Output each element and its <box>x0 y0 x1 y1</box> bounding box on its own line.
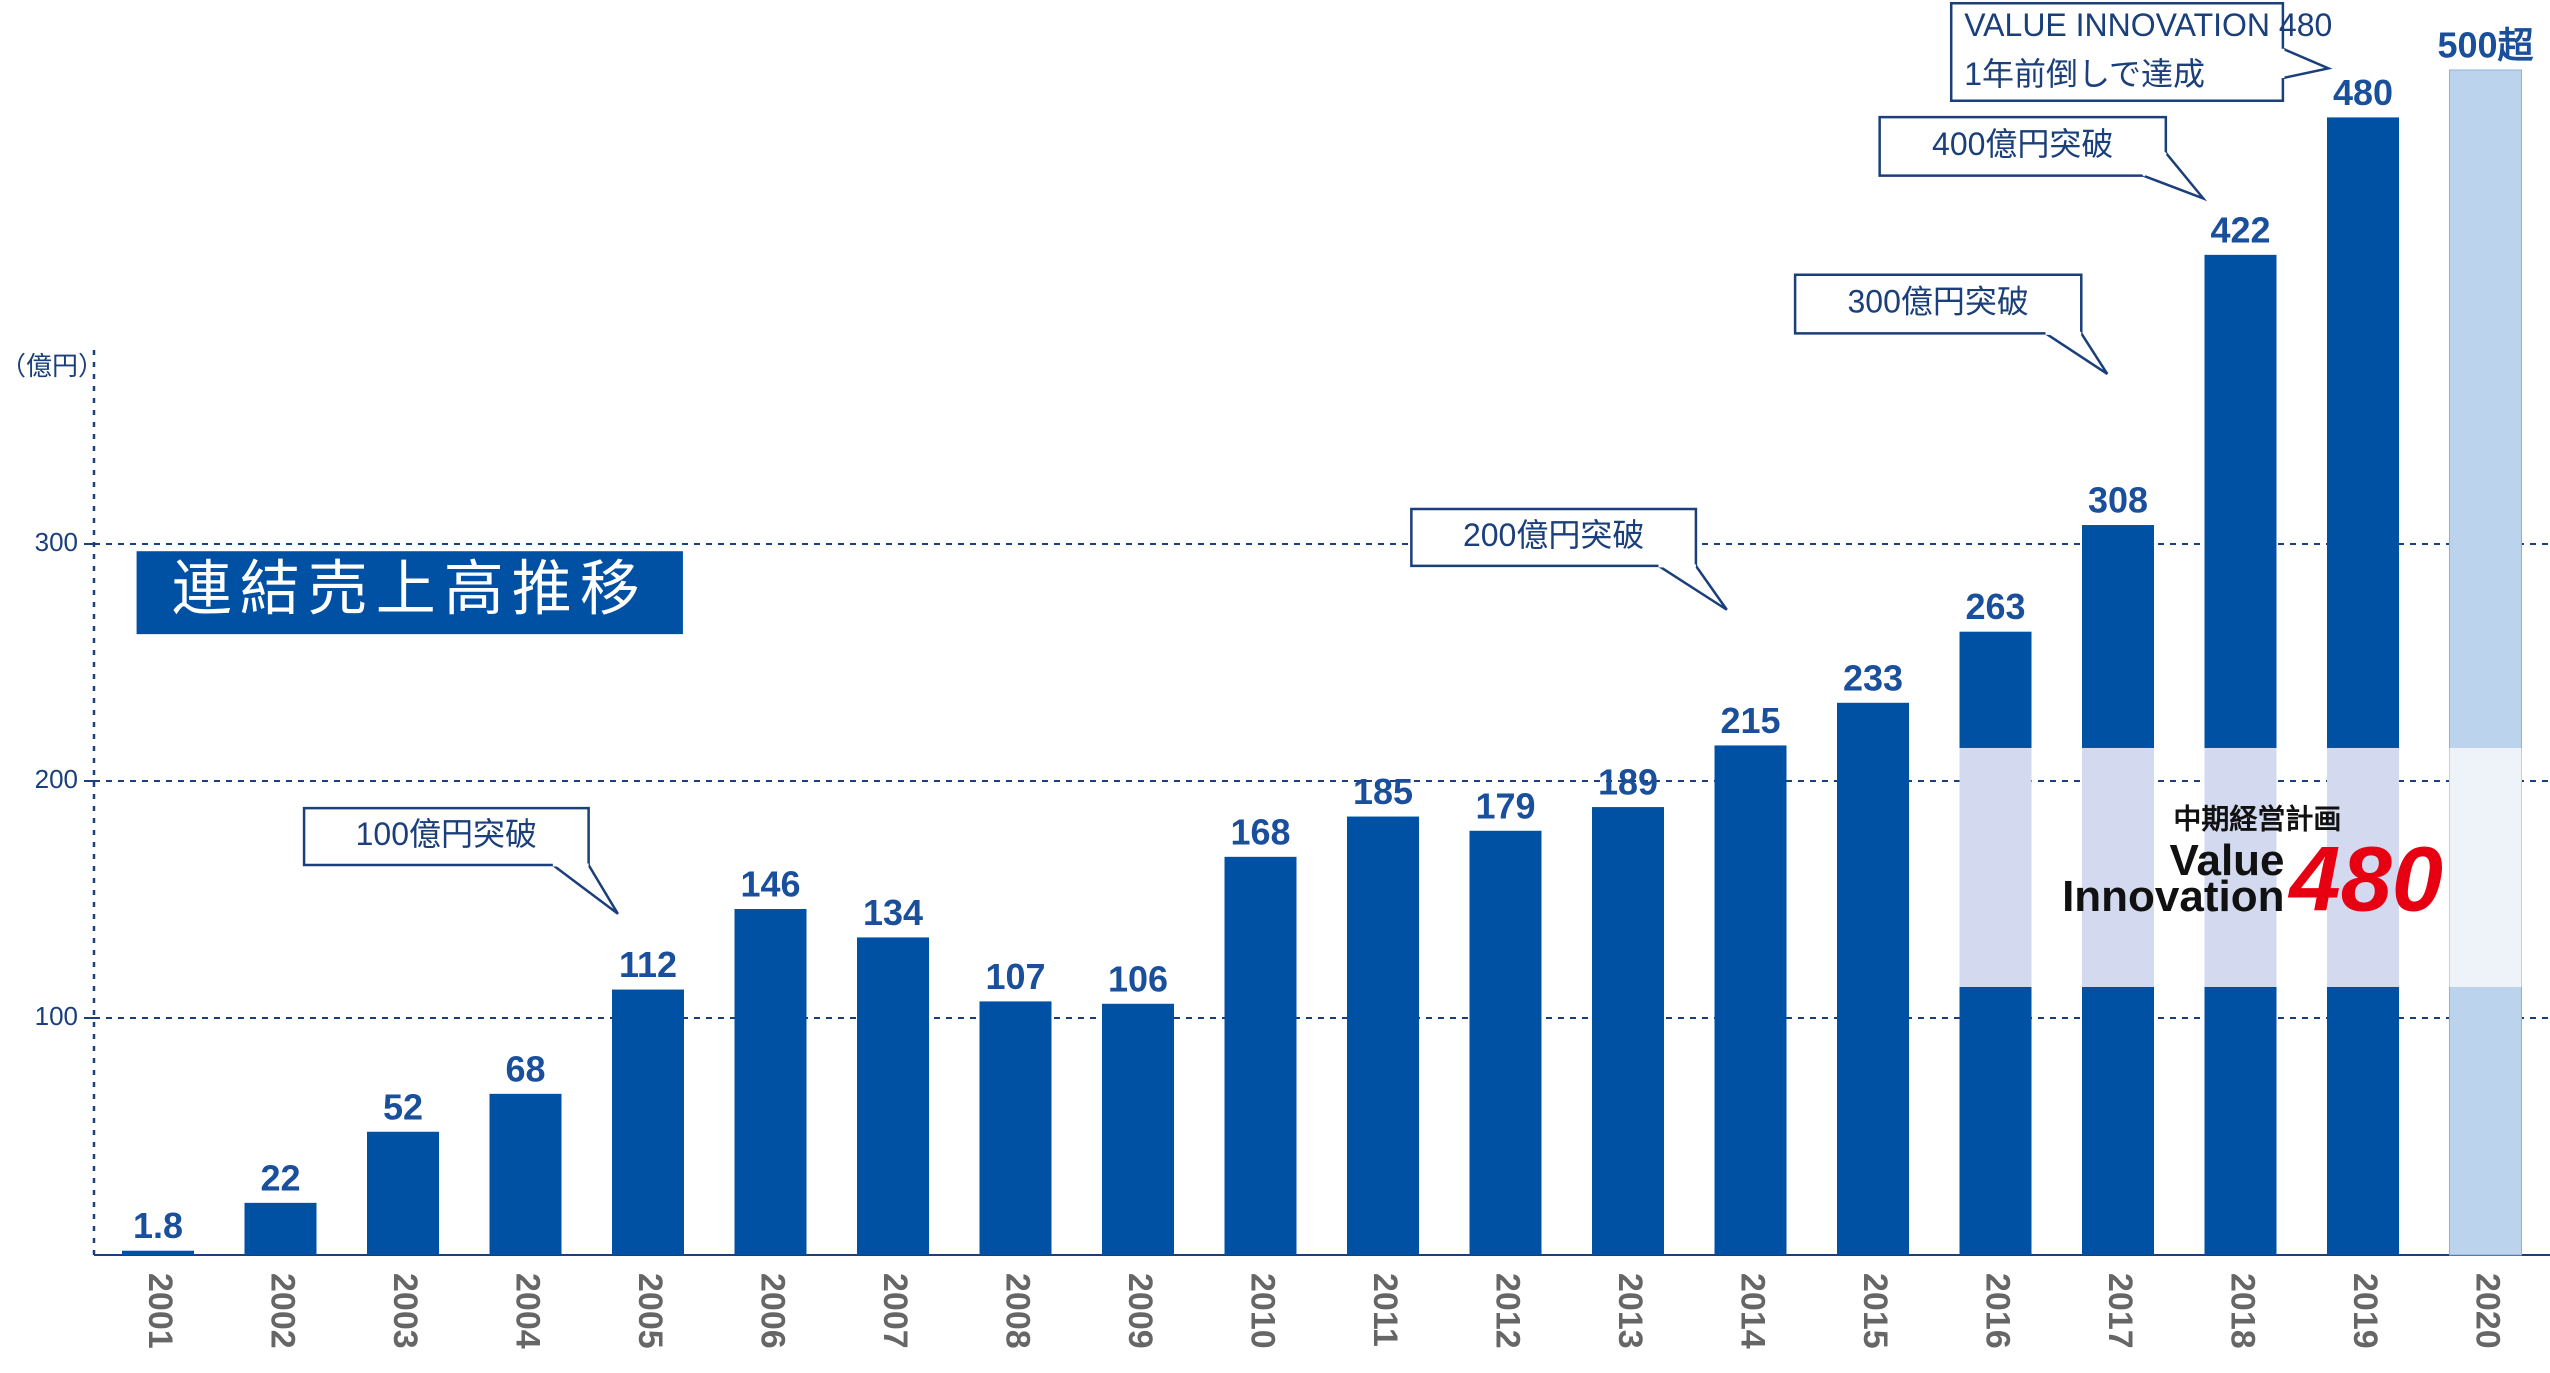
logo-number: 480 <box>2287 828 2443 930</box>
x-tick-label: 2009 <box>1121 1273 1159 1349</box>
value-label: 22 <box>260 1157 300 1198</box>
x-tick-label: 2003 <box>386 1273 424 1349</box>
value-label: 52 <box>383 1086 423 1127</box>
x-tick-label: 2016 <box>1979 1273 2017 1349</box>
value-label: 106 <box>1108 958 1168 999</box>
x-tick-label: 2013 <box>1611 1273 1649 1349</box>
logo-band <box>2327 747 2399 987</box>
value-label: 189 <box>1598 762 1658 803</box>
y-tick-label: 100 <box>35 1001 78 1031</box>
value-label: 168 <box>1230 811 1290 852</box>
value-label: 134 <box>863 892 923 933</box>
value-label: 422 <box>2210 209 2270 250</box>
x-tick-label: 2010 <box>1244 1273 1282 1349</box>
bar <box>1347 816 1419 1255</box>
value-label: 107 <box>985 956 1045 997</box>
bar <box>244 1202 317 1255</box>
x-tick-label: 2006 <box>754 1273 792 1349</box>
callout-text: 200億円突破 <box>1463 517 1644 553</box>
logo-line2: Innovation <box>2062 872 2284 921</box>
bar <box>2327 117 2399 1255</box>
callout-tail <box>2044 332 2109 376</box>
bar <box>857 937 929 1255</box>
value-label: 500超 <box>2437 25 2534 66</box>
bar <box>1837 702 1909 1255</box>
y-unit-label: （億円） <box>0 351 104 381</box>
bar <box>1102 1003 1174 1255</box>
logo-band <box>2204 747 2277 987</box>
bar <box>979 1001 1052 1255</box>
logo-band <box>2449 747 2522 987</box>
value-label: 233 <box>1843 657 1903 698</box>
bar <box>2449 69 2522 1256</box>
value-label: 1.8 <box>133 1205 183 1246</box>
callout-text: VALUE INNOVATION 480 <box>1964 7 2332 43</box>
bar <box>122 1250 194 1255</box>
bar <box>612 989 684 1255</box>
x-tick-label: 2015 <box>1856 1273 1894 1349</box>
value-label: 112 <box>619 944 677 985</box>
callout-text: 300億円突破 <box>1847 284 2028 320</box>
x-tick-label: 2002 <box>264 1273 302 1349</box>
title-box <box>136 551 683 635</box>
callout-text: 100億円突破 <box>356 816 537 852</box>
logo-band <box>1959 747 2032 987</box>
x-tick-label: 2020 <box>2469 1273 2507 1349</box>
y-tick-label: 200 <box>35 764 78 794</box>
x-tick-label: 2017 <box>2101 1273 2139 1349</box>
logo-band <box>2082 747 2154 987</box>
x-tick-label: 2019 <box>2346 1273 2384 1349</box>
x-tick-label: 2001 <box>141 1273 179 1349</box>
value-label: 68 <box>505 1048 545 1089</box>
callout-tail <box>1657 564 1728 611</box>
value-label: 146 <box>740 863 800 904</box>
bar <box>1714 745 1787 1255</box>
x-tick-label: 2011 <box>1366 1273 1404 1347</box>
callout-tail <box>552 864 619 915</box>
value-label: 263 <box>1965 586 2025 627</box>
x-tick-label: 2018 <box>2224 1273 2262 1349</box>
logo-line1: Value <box>2170 836 2285 885</box>
bar <box>367 1131 439 1255</box>
value-label: 185 <box>1353 771 1413 812</box>
value-label: 179 <box>1475 785 1535 826</box>
x-tick-label: 2007 <box>876 1273 914 1349</box>
callout-tail <box>2142 152 2208 202</box>
x-tick-label: 2004 <box>509 1273 547 1349</box>
bar <box>1224 856 1297 1255</box>
value-label: 215 <box>1720 700 1780 741</box>
bar <box>1469 830 1542 1255</box>
logo-caption: 中期経営計画 <box>2173 803 2341 835</box>
bar <box>734 908 807 1255</box>
x-tick-label: 2005 <box>631 1273 669 1349</box>
x-tick-label: 2012 <box>1489 1273 1527 1349</box>
value-label: 480 <box>2333 72 2393 113</box>
callout-gap <box>2142 151 2167 177</box>
x-tick-label: 2014 <box>1734 1273 1772 1349</box>
value-label: 308 <box>2088 480 2148 521</box>
x-tick-label: 2008 <box>999 1273 1037 1349</box>
callout-tail <box>2282 47 2333 80</box>
y-tick-label: 300 <box>35 527 78 557</box>
callout-text: 1年前倒しで達成 <box>1964 56 2205 92</box>
callout-text: 400億円突破 <box>1932 126 2113 162</box>
callout-box <box>1949 2 2285 103</box>
bar <box>489 1093 562 1255</box>
bar <box>1592 807 1664 1255</box>
chart-title: 連結売上高推移 <box>172 555 648 622</box>
